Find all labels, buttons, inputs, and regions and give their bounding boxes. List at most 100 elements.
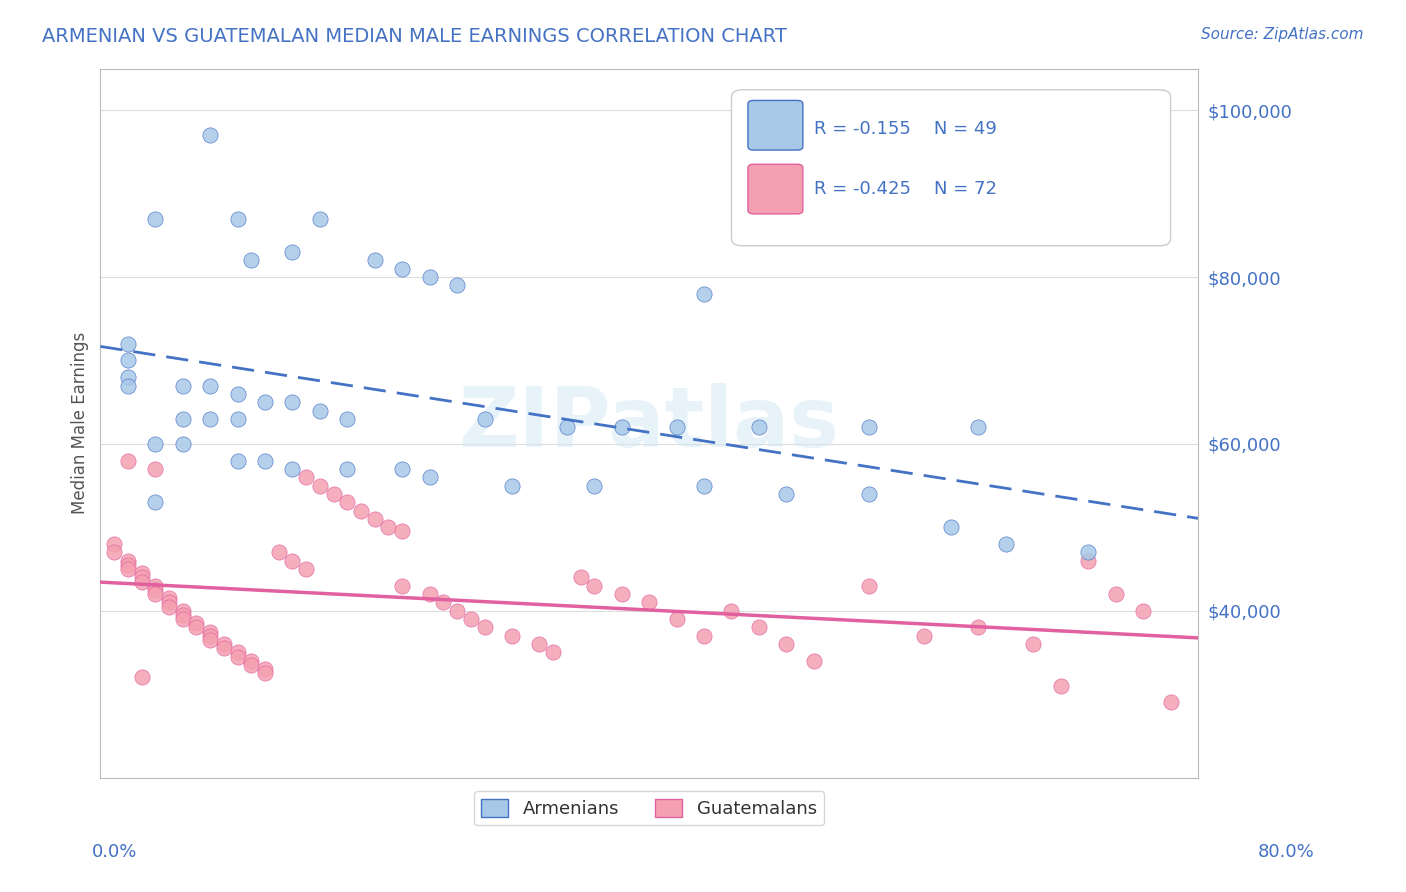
Point (336, 412, 359, 426)
Point (131, 574, 153, 589)
Point (117, 378, 139, 392)
Point (967, 420, 990, 434)
Point (226, 649, 249, 664)
Point (336, 495, 359, 509)
Point (172, 612, 194, 626)
Point (117, 554, 139, 568)
FancyBboxPatch shape (748, 101, 803, 150)
Point (419, 270, 441, 285)
Point (858, 487, 880, 501)
Point (143, 462, 166, 476)
Point (117, 336, 139, 351)
Point (309, 403, 332, 417)
Point (186, 616, 208, 631)
Point (541, 645, 564, 659)
Point (1077, 545, 1099, 559)
Point (253, 666, 276, 681)
Point (131, 566, 153, 581)
Text: ARMENIAN VS GUATEMALAN MEDIAN MALE EARNINGS CORRELATION CHART: ARMENIAN VS GUATEMALAN MEDIAN MALE EARNI… (42, 27, 787, 45)
Point (638, 595, 661, 609)
Point (157, 591, 180, 606)
Point (419, 470, 441, 484)
Point (474, 412, 496, 426)
Point (529, 637, 551, 651)
Point (364, 512, 387, 526)
Point (994, 537, 1017, 551)
Point (967, 620, 990, 634)
Point (172, 607, 194, 622)
Point (253, 453, 276, 467)
Point (143, 495, 166, 509)
Point (226, 211, 249, 226)
Point (253, 662, 276, 676)
Point (240, 657, 263, 672)
Point (226, 453, 249, 467)
Point (610, 587, 633, 601)
Point (309, 211, 332, 226)
FancyBboxPatch shape (748, 164, 803, 214)
Point (419, 587, 441, 601)
Point (583, 478, 606, 492)
Point (281, 554, 304, 568)
Point (172, 378, 194, 392)
Point (1132, 604, 1154, 618)
Point (322, 487, 344, 501)
Point (446, 604, 468, 618)
Point (1077, 554, 1099, 568)
Point (143, 437, 166, 451)
Point (748, 620, 770, 634)
Point (172, 412, 194, 426)
Point (391, 579, 413, 593)
Point (103, 537, 125, 551)
Point (693, 478, 716, 492)
Point (391, 524, 413, 539)
Text: Source: ZipAtlas.com: Source: ZipAtlas.com (1201, 27, 1364, 42)
Point (157, 595, 180, 609)
Point (665, 612, 688, 626)
Point (253, 395, 276, 409)
Point (226, 412, 249, 426)
Legend: Armenians, Guatemalans: Armenians, Guatemalans (474, 791, 824, 825)
Point (569, 570, 592, 584)
Point (309, 478, 332, 492)
Point (377, 520, 399, 534)
Point (1160, 696, 1182, 710)
Point (432, 595, 454, 609)
Point (474, 620, 496, 634)
Point (555, 420, 578, 434)
Point (501, 629, 523, 643)
Point (665, 420, 688, 434)
Point (143, 579, 166, 593)
Point (103, 545, 125, 559)
Point (131, 570, 153, 584)
Point (186, 620, 208, 634)
Point (610, 420, 633, 434)
Point (912, 629, 935, 643)
Point (143, 582, 166, 597)
Point (391, 462, 413, 476)
Point (858, 420, 880, 434)
Point (198, 624, 221, 639)
Point (775, 487, 797, 501)
Point (198, 632, 221, 647)
Point (748, 420, 770, 434)
Point (939, 520, 962, 534)
Point (172, 437, 194, 451)
Point (391, 261, 413, 276)
FancyBboxPatch shape (731, 90, 1171, 246)
Point (720, 604, 742, 618)
Point (240, 253, 263, 268)
Point (583, 579, 606, 593)
Point (117, 353, 139, 368)
Point (281, 245, 304, 260)
Point (350, 503, 373, 517)
Text: 80.0%: 80.0% (1258, 843, 1315, 861)
Point (117, 370, 139, 384)
Point (295, 470, 318, 484)
Point (198, 378, 221, 392)
Point (501, 478, 523, 492)
Point (858, 579, 880, 593)
Point (143, 587, 166, 601)
Y-axis label: Median Male Earnings: Median Male Earnings (72, 332, 89, 514)
Point (693, 286, 716, 301)
